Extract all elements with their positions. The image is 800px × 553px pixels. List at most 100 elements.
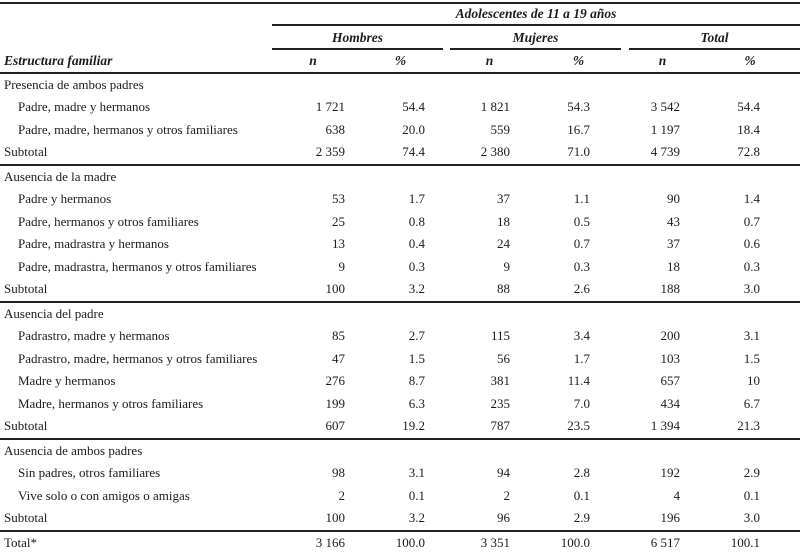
- table-row: Sin padres, otros familiares 98 3.1 94 2.8 19…: [0, 462, 800, 485]
- cell-pct-total: 0.3: [743, 258, 760, 274]
- section-row: Ausencia del padre: [0, 302, 800, 326]
- cell-n-total: 188: [625, 278, 700, 303]
- cell-pct-hombres: 3.2: [354, 507, 447, 532]
- cell-pct-mujeres: 2.9: [532, 507, 625, 532]
- cell-pct-total: 72.8: [700, 141, 800, 166]
- row-label: Madre, hermanos y otros familiares: [18, 395, 204, 411]
- cell-n-total: 37: [667, 236, 680, 251]
- section-header: Ausencia de ambos padres: [4, 442, 143, 458]
- cell-n-total: 200: [660, 328, 681, 343]
- cell-pct-hombres: 0.3: [408, 258, 425, 274]
- cell-n-hombres: 2: [338, 487, 346, 503]
- cell-n-mujeres: 37: [497, 191, 510, 206]
- subtotal-row: Subtotal 100 3.2 88 2.6 188 3.0: [0, 278, 800, 303]
- cell-pct-hombres: 6.3: [408, 395, 425, 411]
- cell-pct-total: 3.0: [700, 278, 800, 303]
- cell-pct-total: 6.7: [743, 395, 760, 411]
- subtotal-label: Subtotal: [0, 507, 272, 532]
- cell-n-total: 90: [667, 191, 680, 206]
- cell-n-hombres: 25: [332, 213, 345, 229]
- cell-pct-hombres: 3.1: [408, 465, 425, 480]
- cell-pct-total: 10: [747, 373, 760, 388]
- cell-pct-total: 1.5: [743, 350, 760, 366]
- cell-n-mujeres: 559: [490, 121, 511, 137]
- cell-pct-hombres: 8.7: [408, 373, 425, 388]
- cell-pct-hombres: 19.2: [354, 415, 447, 440]
- cell-pct-mujeres: 0.5: [573, 213, 590, 229]
- cell-n-total: 196: [625, 507, 700, 532]
- cell-pct-mujeres: 3.4: [573, 328, 590, 343]
- cell-pct-mujeres: 0.3: [573, 258, 590, 274]
- cell-pct-hombres: 3.2: [354, 278, 447, 303]
- subtotal-row: Subtotal 2 359 74.4 2 380 71.0 4 739 72.8: [0, 141, 800, 166]
- subtotal-row: Subtotal 100 3.2 96 2.9 196 3.0: [0, 507, 800, 532]
- cell-n-hombres: 2 359: [272, 141, 354, 166]
- row-label: Madre y hermanos: [18, 373, 116, 388]
- cell-n-hombres: 47: [332, 350, 345, 366]
- table-row: Madre, hermanos y otros familiares 199 6.3…: [0, 393, 800, 416]
- cell-pct-total: 3.0: [700, 507, 800, 532]
- group-header-hombres: Hombres: [272, 25, 447, 50]
- cell-n-total: 103: [660, 350, 681, 366]
- cell-n-mujeres: 1 821: [480, 99, 510, 114]
- spanner-row: Adolescentes de 11 a 19 años: [0, 3, 800, 26]
- subcol-n-total: n: [625, 50, 700, 74]
- cell-n-mujeres: 94: [497, 465, 510, 480]
- cell-pct-hombres: 2.7: [408, 328, 425, 343]
- cell-n-total: 6 517: [650, 534, 680, 550]
- cell-n-mujeres: 3 351: [480, 534, 510, 550]
- cell-n-hombres: 85: [332, 328, 345, 343]
- table-row: Padre, madrastra y hermanos 13 0.4 24 0.7 37 0…: [0, 233, 800, 256]
- cell-n-mujeres: 2 380: [447, 141, 532, 166]
- cell-n-mujeres: 787: [447, 415, 532, 440]
- cell-n-total: 1 197: [650, 121, 680, 137]
- total-label: Total*: [4, 534, 38, 550]
- cell-n-mujeres: 2: [503, 487, 511, 503]
- section-row: Ausencia de la madre: [0, 165, 800, 189]
- cell-n-total: 657: [660, 373, 681, 388]
- subtotal-label: Subtotal: [0, 141, 272, 166]
- cell-n-hombres: 1 721: [315, 99, 345, 114]
- row-label: Padre, madrastra y hermanos: [18, 236, 169, 251]
- cell-pct-hombres: 0.8: [408, 213, 425, 229]
- subcolumn-header-row: Estructura familiar n % n % n %: [0, 50, 800, 74]
- cell-n-total: 1 394: [625, 415, 700, 440]
- cell-n-total: 18: [667, 258, 680, 274]
- group-header-total: Total: [625, 25, 800, 50]
- cell-pct-mujeres: 54.3: [567, 99, 590, 114]
- cell-n-mujeres: 115: [490, 328, 510, 343]
- subtotal-row: Subtotal 607 19.2 787 23.5 1 394 21.3: [0, 415, 800, 440]
- cell-pct-total: 100.1: [730, 534, 760, 550]
- row-label: Sin padres, otros familiares: [18, 465, 161, 480]
- cell-pct-mujeres: 0.1: [573, 487, 590, 503]
- cell-n-total: 4 739: [625, 141, 700, 166]
- cell-n-total: 192: [660, 465, 681, 480]
- cell-n-total: 3 542: [650, 99, 680, 114]
- cell-n-mujeres: 235: [490, 395, 511, 411]
- cell-pct-mujeres: 1.1: [573, 191, 590, 206]
- row-label: Padre, hermanos y otros familiares: [18, 213, 199, 229]
- cell-pct-hombres: 20.0: [402, 121, 425, 137]
- table-row: Vive solo o con amigos o amigas 2 0.1 2 0.1 4…: [0, 485, 800, 508]
- cell-pct-mujeres: 2.8: [573, 465, 590, 480]
- stub-header: Estructura familiar: [0, 50, 272, 74]
- group-header-mujeres: Mujeres: [447, 25, 625, 50]
- cell-pct-total: 0.1: [743, 487, 760, 503]
- row-label: Padre, madre, hermanos y otros familiare…: [18, 121, 238, 137]
- cell-n-mujeres: 96: [447, 507, 532, 532]
- group-header-row: Hombres Mujeres Total: [0, 25, 800, 51]
- cell-pct-total: 1.4: [743, 191, 760, 206]
- subcol-pct-hombres: %: [354, 50, 447, 74]
- row-label: Padrastro, madre, hermanos y otros famil…: [18, 350, 258, 366]
- cell-pct-mujeres: 1.7: [573, 350, 590, 366]
- cell-n-mujeres: 381: [490, 373, 511, 388]
- stub-spacer: [0, 25, 272, 51]
- cell-pct-mujeres: 11.4: [567, 373, 590, 388]
- cell-pct-hombres: 0.1: [408, 487, 425, 503]
- row-label: Vive solo o con amigos o amigas: [18, 487, 190, 503]
- section-row: Ausencia de ambos padres: [0, 439, 800, 463]
- cell-n-total: 43: [667, 213, 680, 229]
- cell-n-hombres: 3 166: [315, 534, 345, 550]
- cell-pct-hombres: 100.0: [395, 534, 425, 550]
